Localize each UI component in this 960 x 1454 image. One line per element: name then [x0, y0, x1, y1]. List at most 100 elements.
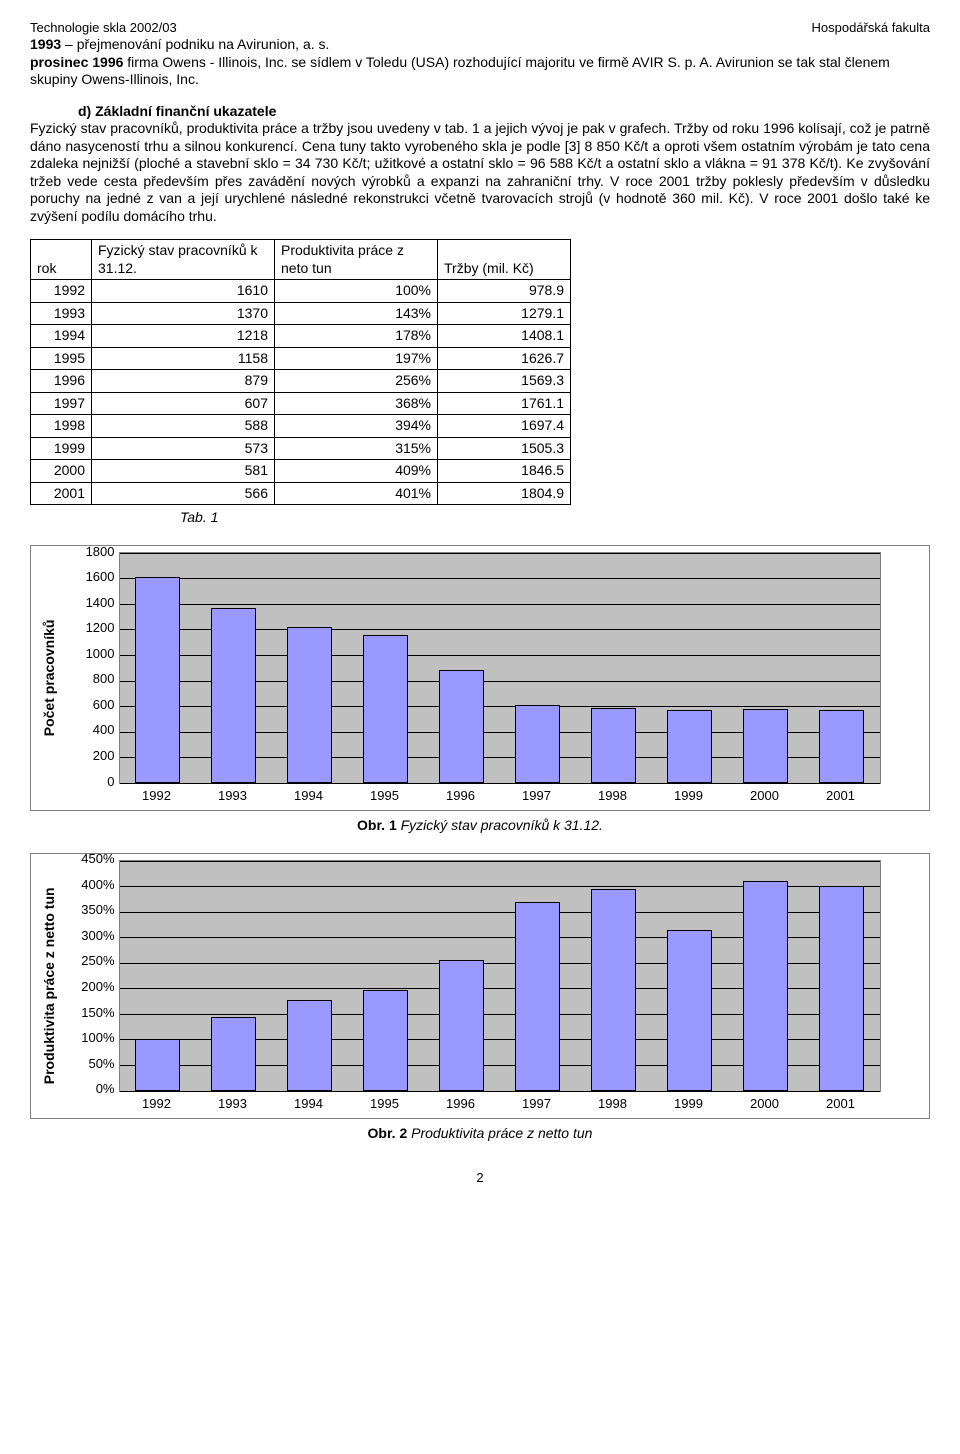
table-header-row: rok Fyzický stav pracovníků k 31.12. Pro… — [31, 240, 571, 280]
table-cell: 1997 — [31, 392, 92, 415]
xtick-label: 1997 — [499, 788, 575, 804]
col-fyz: Fyzický stav pracovníků k 31.12. — [92, 240, 275, 280]
header-left: Technologie skla 2002/03 — [30, 20, 177, 36]
chart1: Počet pracovníků 02004006008001000120014… — [37, 552, 923, 804]
page-header: Technologie skla 2002/03 Hospodářská fak… — [30, 20, 930, 36]
bar — [667, 930, 711, 1091]
ytick-label: 250% — [81, 954, 114, 970]
timeline-line2: prosinec 1996 firma Owens - Illinois, In… — [30, 54, 930, 89]
table-cell: 1610 — [92, 280, 275, 303]
table-cell: 1569.3 — [438, 370, 571, 393]
bar — [363, 635, 407, 783]
chart2-plot — [119, 860, 881, 1092]
ytick-label: 100% — [81, 1030, 114, 1046]
table-cell: 1998 — [31, 415, 92, 438]
ytick-label: 400 — [93, 723, 115, 739]
table-cell: 588 — [92, 415, 275, 438]
table-row: 1999573315%1505.3 — [31, 437, 571, 460]
ytick-label: 300% — [81, 928, 114, 944]
bar — [211, 1017, 255, 1090]
table-cell: 1761.1 — [438, 392, 571, 415]
xtick-label: 1994 — [271, 788, 347, 804]
ytick-label: 450% — [81, 851, 114, 867]
table-cell: 879 — [92, 370, 275, 393]
bar — [819, 886, 863, 1091]
xtick-label: 2001 — [803, 1096, 879, 1112]
ytick-label: 800 — [93, 671, 115, 687]
chart1-caption-bold: Obr. 1 — [357, 817, 397, 833]
timeline-year-1993: 1993 — [30, 36, 61, 52]
table-cell: 401% — [275, 482, 438, 505]
grid-line — [120, 604, 880, 605]
chart2: Produktivita práce z netto tun 0%50%100%… — [37, 860, 923, 1112]
table-cell: 394% — [275, 415, 438, 438]
table-caption: Tab. 1 — [180, 509, 930, 527]
xtick-label: 1996 — [423, 788, 499, 804]
table-cell: 1218 — [92, 325, 275, 348]
table-cell: 1279.1 — [438, 302, 571, 325]
grid-line — [120, 861, 880, 862]
table-row: 19931370143%1279.1 — [31, 302, 571, 325]
table-cell: 1158 — [92, 347, 275, 370]
table-cell: 1846.5 — [438, 460, 571, 483]
bar — [363, 990, 407, 1091]
bar — [135, 1039, 179, 1090]
table-cell: 409% — [275, 460, 438, 483]
table-row: 19951158197%1626.7 — [31, 347, 571, 370]
chart2-caption-italic: Produktivita práce z netto tun — [407, 1125, 592, 1141]
table-cell: 1804.9 — [438, 482, 571, 505]
xtick-label: 1993 — [195, 1096, 271, 1112]
bar — [439, 670, 483, 782]
col-rok: rok — [31, 240, 92, 280]
table-cell: 566 — [92, 482, 275, 505]
ytick-label: 1000 — [86, 646, 115, 662]
table-cell: 1505.3 — [438, 437, 571, 460]
chart1-caption-italic: Fyzický stav pracovníků k 31.12. — [397, 817, 603, 833]
table-cell: 1996 — [31, 370, 92, 393]
table-cell: 2000 — [31, 460, 92, 483]
table-cell: 978.9 — [438, 280, 571, 303]
ytick-label: 50% — [88, 1056, 114, 1072]
table-row: 19941218178%1408.1 — [31, 325, 571, 348]
ytick-label: 600 — [93, 697, 115, 713]
table-cell: 197% — [275, 347, 438, 370]
table-cell: 315% — [275, 437, 438, 460]
table-cell: 1993 — [31, 302, 92, 325]
table-cell: 607 — [92, 392, 275, 415]
xtick-label: 1995 — [347, 788, 423, 804]
ytick-label: 1800 — [86, 544, 115, 560]
timeline-rest-1996: firma Owens - Illinois, Inc. se sídlem v… — [30, 54, 890, 88]
xtick-label: 2000 — [727, 788, 803, 804]
chart1-xticks: 1992199319941995199619971998199920002001 — [119, 788, 879, 804]
xtick-label: 1992 — [119, 1096, 195, 1112]
timeline-line1: 1993 – přejmenování podniku na Avirunion… — [30, 36, 930, 54]
bar — [667, 710, 711, 783]
bar — [211, 608, 255, 783]
chart1-caption: Obr. 1 Fyzický stav pracovníků k 31.12. — [30, 817, 930, 835]
table-row: 1998588394%1697.4 — [31, 415, 571, 438]
ytick-label: 150% — [81, 1005, 114, 1021]
xtick-label: 1998 — [575, 788, 651, 804]
ytick-label: 350% — [81, 903, 114, 919]
ytick-label: 1600 — [86, 569, 115, 585]
xtick-label: 1999 — [651, 788, 727, 804]
table-cell: 1370 — [92, 302, 275, 325]
chart1-yticks: 020040060080010001200140016001800 — [63, 552, 119, 782]
chart1-plot — [119, 552, 881, 784]
table-cell: 1408.1 — [438, 325, 571, 348]
chart1-frame: Počet pracovníků 02004006008001000120014… — [30, 545, 930, 811]
bar — [743, 881, 787, 1090]
table-cell: 178% — [275, 325, 438, 348]
table-cell: 368% — [275, 392, 438, 415]
bar — [515, 705, 559, 783]
grid-line — [120, 553, 880, 554]
ytick-label: 200% — [81, 979, 114, 995]
timeline-rest-1993: – přejmenování podniku na Avirunion, a. … — [61, 36, 329, 52]
table-row: 2000581409%1846.5 — [31, 460, 571, 483]
page-number: 2 — [30, 1170, 930, 1186]
table-row: 1997607368%1761.1 — [31, 392, 571, 415]
bar — [287, 1000, 331, 1091]
xtick-label: 1996 — [423, 1096, 499, 1112]
xtick-label: 1999 — [651, 1096, 727, 1112]
table-cell: 1992 — [31, 280, 92, 303]
